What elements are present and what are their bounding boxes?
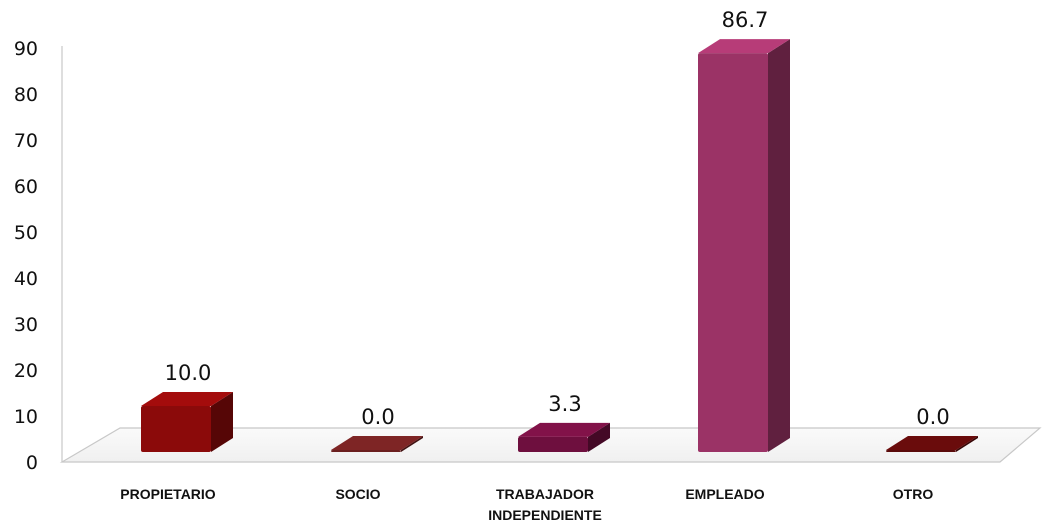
x-tick-label: EMPLEADO <box>685 486 764 502</box>
y-tick-label: 0 <box>26 452 38 474</box>
bar-side <box>588 422 610 452</box>
bar-top <box>698 39 790 54</box>
x-tick-label: TRABAJADOR <box>496 486 594 502</box>
data-label: 10.0 <box>165 361 212 385</box>
x-tick-label: SOCIO <box>335 486 380 502</box>
bar: 0.0 <box>331 405 423 452</box>
data-label: 86.7 <box>722 8 769 32</box>
bar-side <box>401 436 423 452</box>
y-tick-label: 30 <box>14 314 38 336</box>
bar: 0.0 <box>886 405 978 452</box>
y-tick-label: 80 <box>14 84 38 106</box>
bar: 86.7 <box>698 8 790 453</box>
bar-front <box>518 436 588 452</box>
bar-side <box>956 436 978 452</box>
bar: 10.0 <box>141 361 233 452</box>
y-tick-label: 60 <box>14 176 38 198</box>
y-axis: 0 10 20 30 40 50 60 70 80 90 <box>14 38 38 474</box>
y-tick-label: 90 <box>14 38 38 60</box>
y-tick-label: 40 <box>14 268 38 290</box>
bar-front <box>331 450 401 452</box>
bar-top <box>331 436 423 450</box>
bar-front <box>698 53 768 453</box>
bar-front <box>886 450 956 452</box>
y-tick-label: 70 <box>14 130 38 152</box>
data-label: 3.3 <box>548 392 581 416</box>
data-label: 0.0 <box>361 405 394 429</box>
x-axis: PROPIETARIO SOCIO TRABAJADOR INDEPENDIENTE E… <box>120 486 933 523</box>
bar-top <box>518 422 610 437</box>
y-tick-label: 10 <box>14 406 38 428</box>
x-tick-label: INDEPENDIENTE <box>488 507 602 523</box>
bar: 3.3 <box>518 392 610 452</box>
bar-side <box>768 39 790 453</box>
bars: 10.0 0.0 3.3 86.7 0.0 <box>141 8 978 453</box>
x-tick-label: OTRO <box>893 486 934 502</box>
bar-front <box>141 406 211 452</box>
y-tick-label: 20 <box>14 360 38 382</box>
x-tick-label: PROPIETARIO <box>120 486 216 502</box>
bar-top <box>886 436 978 450</box>
bar-side <box>211 392 233 452</box>
y-tick-label: 50 <box>14 222 38 244</box>
data-label: 0.0 <box>916 405 949 429</box>
bar-top <box>141 392 233 406</box>
